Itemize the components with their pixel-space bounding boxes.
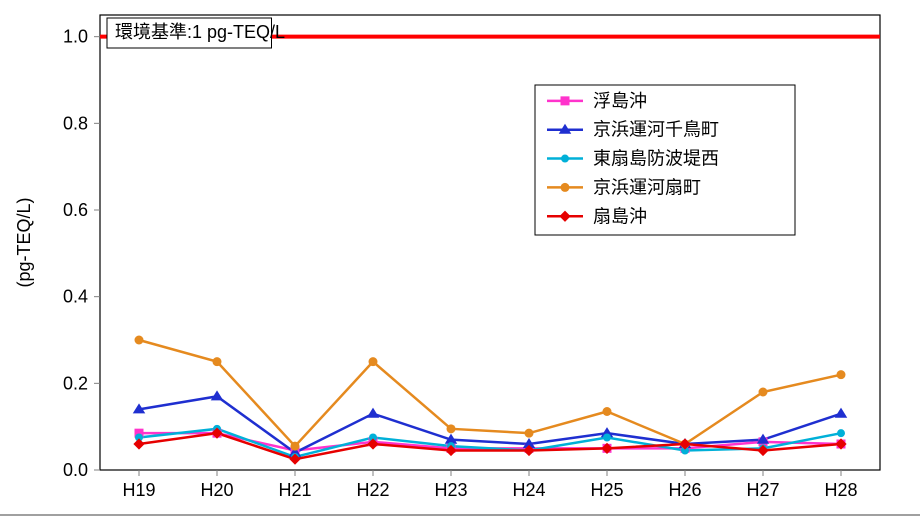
svg-text:H28: H28 bbox=[824, 480, 857, 500]
svg-text:H24: H24 bbox=[512, 480, 545, 500]
svg-text:H27: H27 bbox=[746, 480, 779, 500]
svg-text:0.4: 0.4 bbox=[63, 287, 88, 307]
svg-text:0.6: 0.6 bbox=[63, 200, 88, 220]
line-chart: 0.0 0.2 0.4 0.6 0.8 1.0 H19 H20 H21 H22 H23 H24 H25 H… bbox=[0, 0, 920, 516]
svg-text:0.8: 0.8 bbox=[63, 113, 88, 133]
svg-text:京浜運河千鳥町: 京浜運河千鳥町 bbox=[593, 120, 719, 140]
svg-text:扇島沖: 扇島沖 bbox=[593, 206, 647, 226]
svg-text:京浜運河扇町: 京浜運河扇町 bbox=[593, 177, 701, 197]
svg-text:(pg-TEQ/L): (pg-TEQ/L) bbox=[14, 197, 34, 287]
svg-text:H25: H25 bbox=[590, 480, 623, 500]
svg-text:H20: H20 bbox=[200, 480, 233, 500]
svg-text:H22: H22 bbox=[356, 480, 389, 500]
svg-text:東扇島防波堤西: 東扇島防波堤西 bbox=[593, 149, 719, 169]
svg-text:H26: H26 bbox=[668, 480, 701, 500]
svg-text:環境基準:1 pg-TEQ/L: 環境基準:1 pg-TEQ/L bbox=[115, 22, 285, 42]
svg-text:H21: H21 bbox=[278, 480, 311, 500]
svg-text:0.0: 0.0 bbox=[63, 460, 88, 480]
svg-text:1.0: 1.0 bbox=[63, 27, 88, 47]
chart-container: 0.0 0.2 0.4 0.6 0.8 1.0 H19 H20 H21 H22 H23 H24 H25 H… bbox=[0, 0, 920, 516]
svg-text:0.2: 0.2 bbox=[63, 373, 88, 393]
svg-text:浮島沖: 浮島沖 bbox=[593, 91, 647, 111]
svg-text:H19: H19 bbox=[122, 480, 155, 500]
svg-text:H23: H23 bbox=[434, 480, 467, 500]
